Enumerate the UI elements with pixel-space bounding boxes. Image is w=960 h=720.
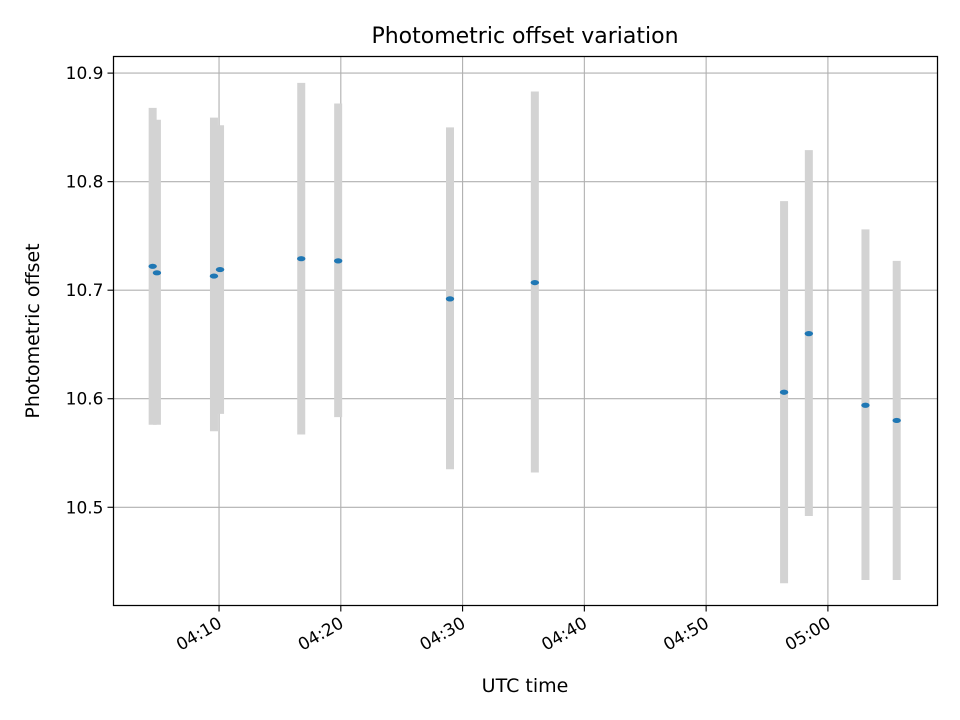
data-point <box>861 402 870 408</box>
x-tick-label: 05:00 <box>782 614 834 656</box>
data-point <box>779 389 789 395</box>
data-point <box>148 263 157 269</box>
error-bars <box>148 82 901 584</box>
data-point <box>209 273 219 279</box>
x-tick-label: 04:30 <box>417 614 469 656</box>
x-tick-label: 04:40 <box>538 614 590 656</box>
x-tick-label: 04:10 <box>173 614 225 656</box>
y-tick-label: 10.8 <box>66 173 104 193</box>
x-axis-label: UTC time <box>482 675 569 697</box>
y-tick-label: 10.5 <box>66 498 104 518</box>
data-point <box>804 331 814 337</box>
x-tick-label: 04:50 <box>660 614 712 656</box>
y-tick-label: 10.9 <box>66 64 104 84</box>
x-axis-ticks: 04:10 04:20 04:30 04:40 04:50 05:00 <box>173 605 834 656</box>
grid-lines <box>113 56 938 606</box>
data-point <box>215 266 225 273</box>
data-point <box>445 296 455 302</box>
y-tick-label: 10.6 <box>66 390 104 410</box>
y-tick-label: 10.7 <box>66 281 104 301</box>
data-point <box>297 256 306 262</box>
data-point <box>892 417 901 424</box>
chart-title: Photometric offset variation <box>371 24 678 49</box>
y-axis-label: Photometric offset <box>22 243 44 418</box>
y-axis-ticks: 10.5 10.6 10.7 10.8 10.9 <box>66 64 114 518</box>
data-point <box>530 279 540 286</box>
data-point <box>152 270 162 276</box>
plot-area-frame <box>112 55 939 607</box>
x-tick-label: 04:20 <box>295 614 347 656</box>
data-points <box>148 256 901 424</box>
data-point <box>333 258 343 264</box>
